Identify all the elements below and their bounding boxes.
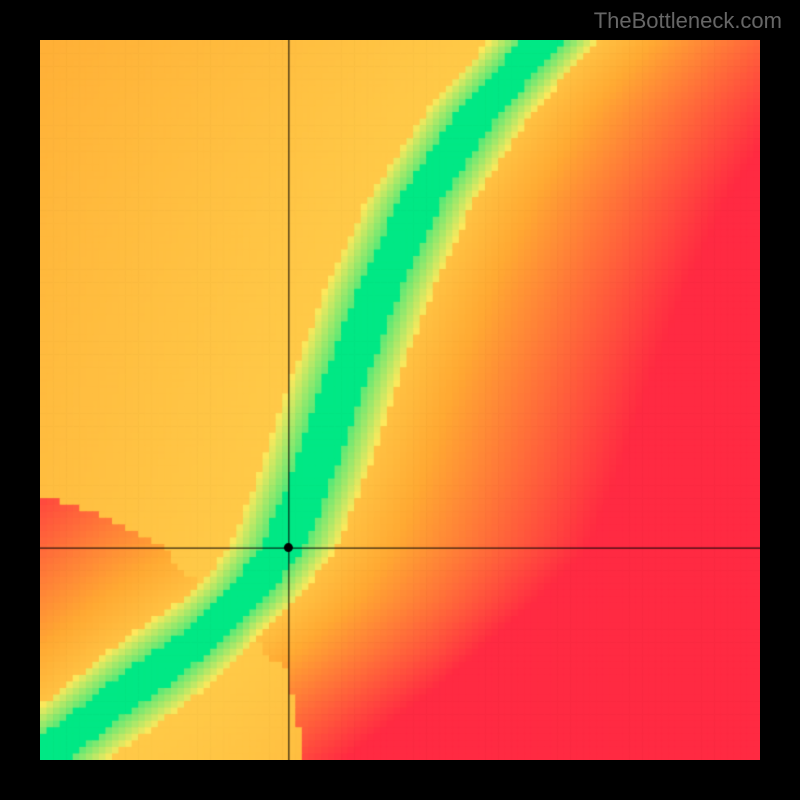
- bottleneck-heatmap: [40, 40, 760, 760]
- watermark-text: TheBottleneck.com: [594, 8, 782, 34]
- heatmap-canvas: [40, 40, 760, 760]
